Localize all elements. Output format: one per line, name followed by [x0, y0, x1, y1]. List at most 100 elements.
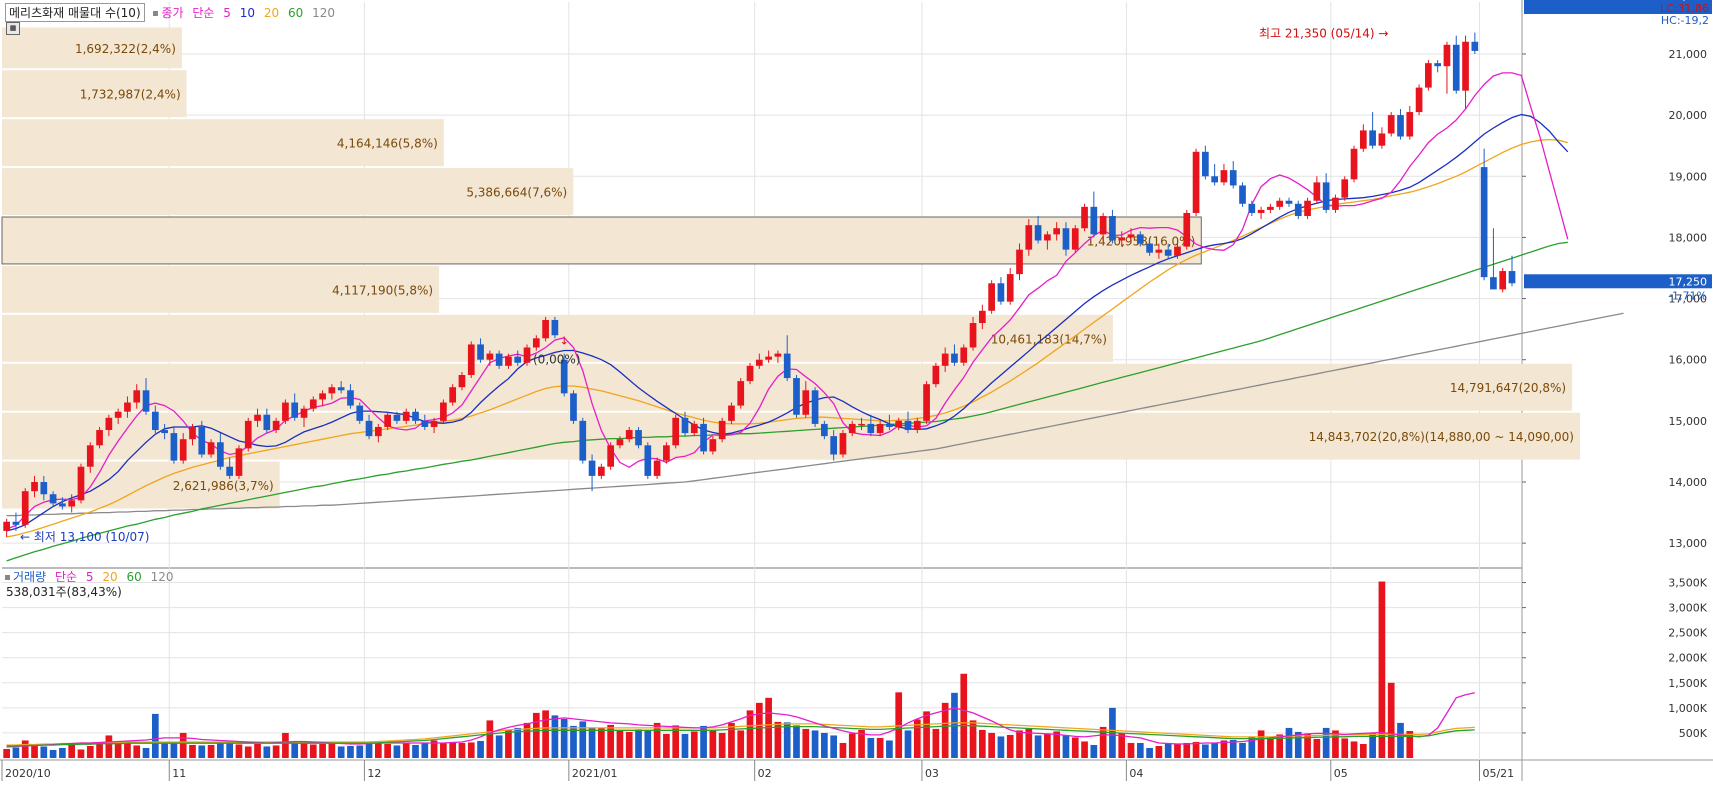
candle-body [1499, 271, 1507, 290]
candle-body [625, 430, 633, 440]
volume-bar [1164, 742, 1172, 758]
candle-body [319, 393, 326, 400]
volume-tick-label: 2,500K [1668, 627, 1707, 640]
volume-bar [1276, 734, 1284, 758]
candle-body [49, 494, 57, 504]
volume-bar [923, 711, 930, 758]
candle-body [793, 378, 800, 415]
candle-body [560, 359, 568, 394]
volume-bar [755, 702, 763, 758]
candle-body [309, 399, 317, 409]
volume-bar [570, 725, 577, 758]
volume-bar [839, 742, 847, 758]
volume-bar [449, 741, 457, 758]
volume-bar [653, 722, 661, 758]
volume-bar [1397, 722, 1404, 758]
candle-body [681, 417, 689, 434]
date-label: 02 [758, 767, 772, 780]
candle-body [1462, 41, 1469, 91]
volume-bar [347, 745, 354, 758]
last-price-tag [1524, 274, 1712, 289]
volume-bar [913, 719, 921, 758]
price-tick-label: 13,000 [1669, 537, 1708, 550]
candle-body [774, 353, 782, 357]
candle-body [1174, 246, 1181, 256]
chart-title-box[interactable]: 메리츠화재 매물대 수(10) [5, 3, 145, 22]
volume-bar [1090, 744, 1098, 758]
ma120-line [6, 312, 1624, 517]
volume-bar [495, 735, 503, 758]
volume-bar [932, 728, 940, 758]
volume-profile-label: 5,386,664(7,6%) [466, 186, 567, 200]
candle-body [1267, 206, 1274, 210]
volume-bar [282, 732, 289, 758]
volume-bar [793, 725, 800, 758]
volume-bar [1192, 741, 1200, 758]
volume-bar [3, 748, 10, 758]
candle-body [384, 414, 391, 427]
candle-body [1053, 228, 1061, 235]
candle-body [1322, 182, 1330, 210]
date-label: 04 [1129, 767, 1143, 780]
candle-body [124, 402, 131, 412]
candle-body [105, 417, 113, 431]
price-tick-label: 19,000 [1669, 170, 1708, 183]
candle-body [1443, 44, 1451, 67]
volume-bar [523, 722, 531, 758]
volume-bar [625, 731, 633, 758]
volume-profile-label: 10,461,183(14,7%) [991, 332, 1107, 346]
candle-body [77, 466, 85, 501]
volume-bar [217, 742, 224, 758]
candle-body [1109, 216, 1116, 241]
legend-close-label: 종가 [161, 6, 184, 20]
volume-bar [1071, 737, 1079, 758]
volume-bar [709, 729, 717, 758]
candle-body [505, 356, 512, 366]
candle-body [1471, 41, 1479, 51]
volume-bar [904, 730, 912, 758]
volume-bar [607, 724, 614, 758]
volume-bar [300, 742, 308, 758]
date-label: 2021/01 [572, 767, 618, 780]
candle-body [737, 381, 745, 406]
volume-bar [579, 721, 587, 758]
volume-bar [319, 743, 326, 758]
volume-bar [384, 743, 391, 758]
grid-tool-icon[interactable]: ▦ [6, 22, 20, 35]
volume-bar [77, 749, 85, 758]
candle-body [895, 420, 903, 427]
candle-body [1425, 63, 1432, 88]
candle-body [932, 365, 940, 385]
candle-body [709, 439, 717, 452]
volume-tick-label: 1,000K [1668, 702, 1707, 715]
candle-body [365, 420, 373, 437]
volume-bar [430, 740, 438, 758]
candle-body [151, 411, 159, 431]
volume-legend-ma5: 5 [85, 570, 94, 584]
volume-legend-marker-icon [5, 575, 10, 580]
candle-body [1146, 243, 1153, 253]
volume-bar [978, 729, 986, 758]
volume-bar [254, 743, 261, 758]
candle-body [226, 466, 234, 476]
candle-body [551, 319, 559, 336]
volume-bar [412, 744, 419, 758]
volume-bar [114, 743, 122, 758]
volume-bar [867, 737, 875, 758]
volume-profile-label: 4,117,190(5,8%) [332, 283, 433, 297]
candle-body [1220, 170, 1228, 183]
candle-body [607, 445, 614, 467]
volume-bar [1062, 734, 1070, 758]
volume-bar [1220, 740, 1228, 758]
candle-body [1081, 206, 1088, 229]
legend-marker-icon [153, 11, 159, 16]
candle-body [616, 439, 624, 446]
price-legend: 메리츠화재 매물대 수(10) 종가 단순 5 10 20 60 120 [5, 3, 340, 22]
candle-body [1118, 237, 1126, 241]
candle-body [170, 433, 178, 461]
candle-body [189, 426, 196, 440]
volume-bar [737, 730, 745, 758]
volume-bar [616, 730, 624, 758]
volume-bar [68, 744, 76, 758]
candle-body [1071, 228, 1079, 250]
